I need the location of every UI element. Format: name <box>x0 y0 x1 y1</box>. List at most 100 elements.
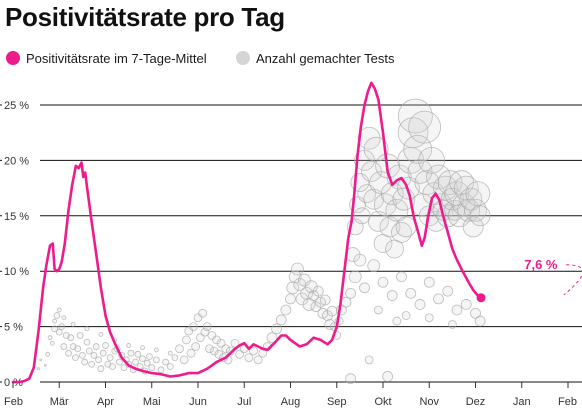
tests-bubble <box>67 334 75 342</box>
annotation-label: 7,6 % <box>524 257 558 272</box>
tests-bubble <box>340 296 352 308</box>
tests-bubble <box>198 308 208 318</box>
tests-bubble <box>65 349 72 357</box>
tests-bubble <box>326 305 338 317</box>
tests-bubble <box>395 216 417 238</box>
rate-last-point <box>476 293 486 303</box>
tests-bubble <box>61 315 67 321</box>
tests-bubble <box>132 358 139 366</box>
tests-bubble <box>195 333 205 343</box>
tests-bubble <box>70 321 76 327</box>
annotation-group: 7,6 % <box>524 257 582 296</box>
tests-bubble <box>379 216 401 238</box>
tests-bubble <box>465 181 491 207</box>
tests-bubble <box>175 344 184 354</box>
y-tick-bg <box>2 98 40 111</box>
tests-bubble <box>271 323 283 335</box>
legend-rate: Positivitätsrate im 7-Tage-Mittel <box>6 48 207 68</box>
y-tick-bg <box>2 208 40 222</box>
legend-tests: Anzahl gemachter Tests <box>236 48 395 68</box>
tests-bubble <box>386 290 398 301</box>
x-tick-label: Mär <box>50 396 69 408</box>
x-tick-label: Jul <box>237 396 251 408</box>
y-tick-label: 25 % <box>4 100 29 112</box>
tests-bubble <box>459 187 483 211</box>
tests-bubble <box>447 319 457 329</box>
x-tick-label: Feb <box>4 396 23 408</box>
tests-bubble <box>209 346 219 356</box>
tests-bubble <box>51 325 59 333</box>
tests-bubble <box>146 353 153 360</box>
tests-bubble <box>200 327 210 337</box>
tests-bubble <box>81 358 89 366</box>
tests-bubble <box>474 315 486 327</box>
tests-bubble <box>72 354 79 362</box>
x-tick-label: Sep <box>327 396 347 408</box>
tests-bubble <box>186 348 196 358</box>
tests-bubble <box>353 253 367 267</box>
tests-bubble <box>221 344 231 354</box>
tests-bubble <box>58 323 65 331</box>
tests-bubble <box>90 352 98 359</box>
tests-bubble <box>171 354 179 362</box>
tests-bubble <box>216 338 226 348</box>
tests-bubble <box>392 316 402 326</box>
x-tick-label: Okt <box>374 396 391 408</box>
tests-bubble <box>235 349 245 359</box>
tests-bubble <box>414 299 426 310</box>
x-tick-label: Feb <box>558 396 577 408</box>
tests-bubble <box>319 294 331 306</box>
tests-bubble <box>302 298 316 311</box>
tests-bubble <box>408 110 442 144</box>
tests-bubble <box>45 351 51 357</box>
tests-bubble <box>207 331 217 340</box>
legend-tests-label: Anzahl gemachter Tests <box>256 50 395 66</box>
tests-bubble <box>43 363 47 367</box>
tests-bubble <box>403 134 433 164</box>
tests-bubble <box>285 293 296 305</box>
tests-bubble <box>275 314 287 326</box>
tests-bubble <box>469 205 491 227</box>
tests-bubble <box>153 347 159 353</box>
tests-bubble <box>373 193 397 217</box>
y-tick-label: 10 % <box>4 266 29 278</box>
tests-bubble <box>280 304 292 316</box>
tests-bubble <box>191 342 201 351</box>
tests-bubble <box>324 318 336 330</box>
tests-bubble <box>37 367 40 371</box>
x-tick-label: Apr <box>97 396 114 408</box>
tests-bubble <box>166 363 174 370</box>
tests-bubble <box>83 338 91 346</box>
tests-bubble <box>253 355 263 365</box>
tests-bubble <box>382 371 394 382</box>
tests-bubble <box>312 285 324 297</box>
x-tick-label: Jun <box>189 396 207 408</box>
tests-bubble <box>405 287 417 299</box>
tests-bubble <box>78 352 86 359</box>
tests-bubble <box>140 345 145 351</box>
tests-bubble <box>348 270 362 284</box>
tests-bubble <box>353 207 371 225</box>
tests-bubble <box>76 332 84 339</box>
tests-bubble <box>184 326 194 336</box>
tests-bubble <box>401 311 411 320</box>
tests-bubble <box>364 355 374 365</box>
tests-bubble <box>396 271 407 283</box>
tests-bubble <box>367 210 389 232</box>
tests-bubble <box>60 343 68 350</box>
tests-bubble <box>188 322 198 332</box>
tests-bubble <box>451 304 463 316</box>
x-axis-ticks: Feb Mär Apr Mai Jun Jul Aug Sep Okt Nov Dez Jan Feb <box>4 382 577 408</box>
tests-bubble <box>115 358 123 366</box>
tests-bubble <box>74 345 82 353</box>
tests-bubble <box>49 340 55 346</box>
tests-bubble <box>345 373 357 385</box>
tests-bubble <box>193 313 203 323</box>
tests-bubble <box>244 353 254 363</box>
y-tick-label: 20 % <box>4 155 29 167</box>
rate-line-group <box>11 81 486 384</box>
tests-bubble <box>202 322 212 332</box>
tests-bubble <box>300 286 314 300</box>
tests-bubble <box>47 335 53 341</box>
tests-bubble <box>98 331 104 337</box>
